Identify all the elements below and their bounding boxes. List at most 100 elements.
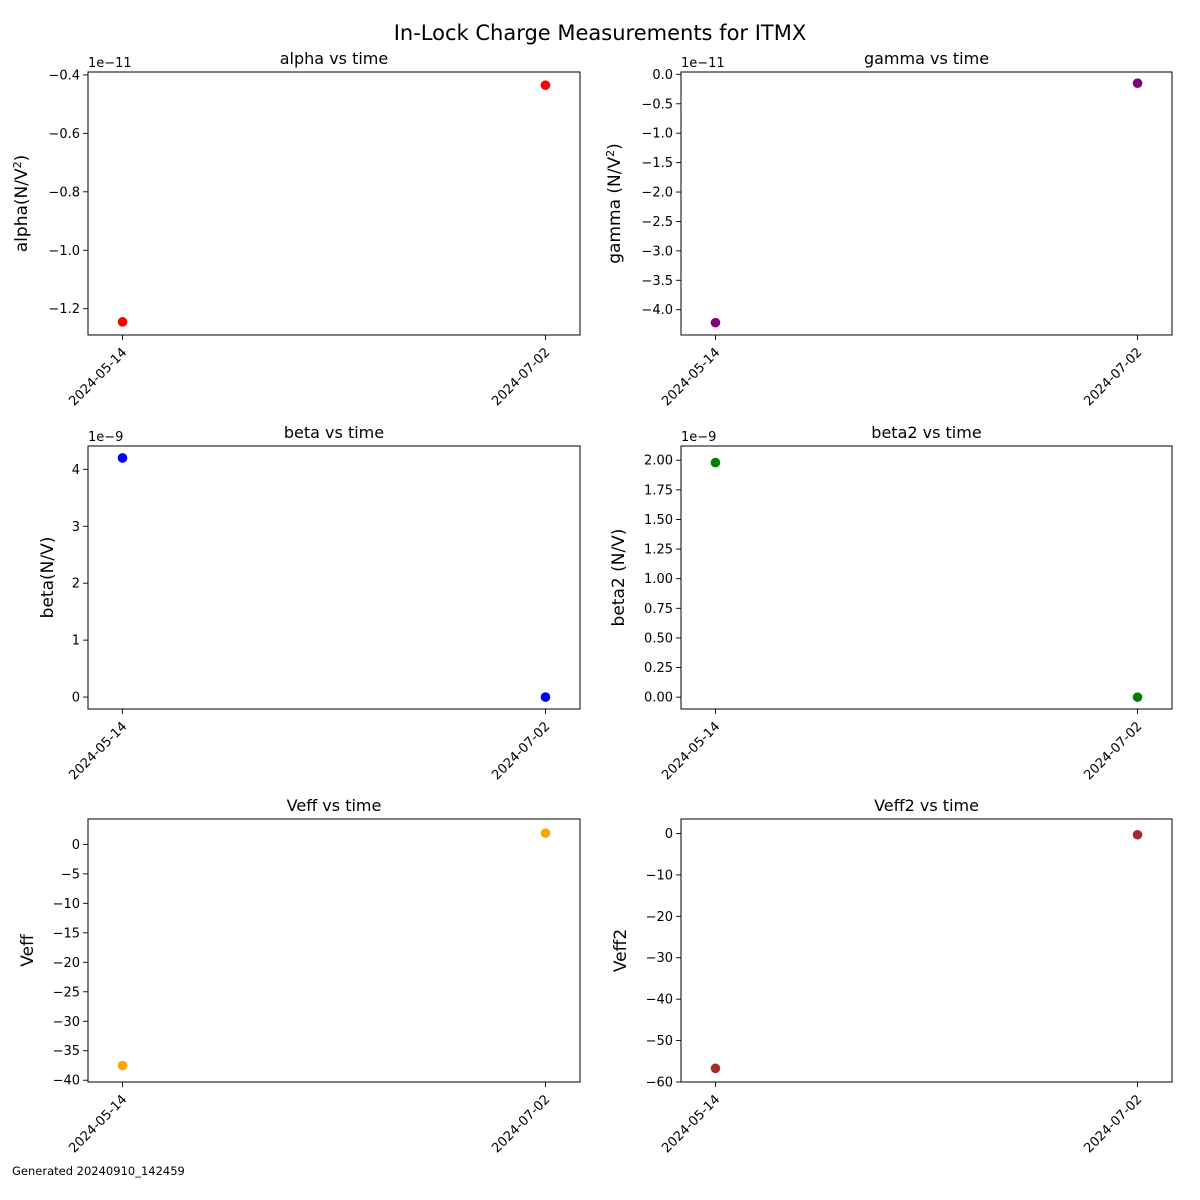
y-axis-label: alpha(N/V2) <box>11 155 33 252</box>
x-tick-label: 2024-07-02 <box>489 345 553 409</box>
x-tick-label: 2024-05-14 <box>66 1092 130 1156</box>
axis-offset-text: 1e−11 <box>88 56 132 71</box>
subplot-3: beta vs time 0 1 2 3 4 1e−9 2024-05-14 2024-07-0… <box>38 423 581 783</box>
data-point <box>540 80 551 90</box>
figure-title: In-Lock Charge Measurements for ITMX <box>394 21 807 45</box>
axes-frame <box>680 818 1173 1083</box>
y-tick-label: −0.4 <box>48 68 80 83</box>
x-tick-label: 2024-07-02 <box>1081 719 1145 783</box>
y-tick-label: 4 <box>72 463 80 478</box>
y-tick-label: −25 <box>53 985 80 1000</box>
y-tick-label: −1.0 <box>48 244 80 259</box>
y-tick-label: −4.0 <box>641 303 673 318</box>
y-tick-label: −40 <box>646 993 673 1008</box>
y-tick-label: −60 <box>646 1076 673 1091</box>
x-tick-label: 2024-07-02 <box>489 1092 553 1156</box>
data-point <box>117 1060 128 1071</box>
y-tick-label: 0 <box>72 838 80 853</box>
x-tick-label: 2024-07-02 <box>489 719 553 783</box>
y-tick-label: −0.6 <box>48 127 80 142</box>
y-tick-label: −1.5 <box>641 156 673 171</box>
y-tick-label: 0.0 <box>652 68 673 83</box>
data-point <box>1132 692 1143 702</box>
y-tick-label: 0 <box>665 827 673 842</box>
x-tick-label: 2024-05-14 <box>659 345 723 409</box>
y-tick-label: −30 <box>646 951 673 966</box>
y-tick-label: 0.25 <box>644 661 673 676</box>
data-point <box>710 317 721 328</box>
subplot-title: gamma vs time <box>864 49 989 68</box>
data-point <box>710 1063 721 1074</box>
y-tick-label: 0.50 <box>644 631 673 646</box>
y-tick-label: 0.75 <box>644 602 673 617</box>
y-tick-label: 1.75 <box>644 483 673 498</box>
data-point <box>540 692 551 702</box>
x-tick-label: 2024-07-02 <box>1081 345 1145 409</box>
y-tick-label: −10 <box>53 897 80 912</box>
subplot-title: alpha vs time <box>280 49 388 68</box>
y-tick-label: −20 <box>646 910 673 925</box>
y-tick-label: 1.00 <box>644 572 673 587</box>
y-tick-label: −2.0 <box>641 186 673 201</box>
data-point <box>117 453 128 463</box>
subplot-6: Veff2 vs time −60 −50 −40 −30 −20 −10 0 2024-05-… <box>611 796 1173 1156</box>
y-tick-label: −3.0 <box>641 244 673 259</box>
y-tick-label: −3.5 <box>641 274 673 289</box>
axes-frame <box>87 818 581 1083</box>
y-axis-label: beta2 (N/V) <box>609 529 629 627</box>
x-tick-label: 2024-07-02 <box>1081 1092 1145 1156</box>
x-tick-label: 2024-05-14 <box>659 1092 723 1156</box>
footer-timestamp: Generated 20240910_142459 <box>12 1164 185 1178</box>
subplot-title: Veff vs time <box>287 796 382 815</box>
y-tick-label: −5 <box>61 867 80 882</box>
y-tick-label: −2.5 <box>641 215 673 230</box>
y-tick-label: 0 <box>72 691 80 706</box>
axes-frame <box>87 445 581 710</box>
y-tick-label: −1.2 <box>48 302 80 317</box>
subplot-1: alpha vs time −1.2 −1.0 −0.8 −0.6 −0.4 1e−11 20… <box>11 49 581 409</box>
y-axis-label: Veff2 <box>611 929 631 972</box>
y-axis-label: gamma (N/V2) <box>604 143 626 264</box>
x-tick-label: 2024-05-14 <box>659 719 723 783</box>
axes-frame <box>680 71 1173 336</box>
axis-offset-text: 1e−9 <box>681 430 716 445</box>
y-tick-label: 1 <box>72 634 80 649</box>
y-tick-label: 0.00 <box>644 691 673 706</box>
subplot-grid: alpha vs time−1.2−1.0−0.8−0.6−0.41e−1120… <box>11 49 1173 1156</box>
subplot-title: Veff2 vs time <box>874 796 979 815</box>
y-axis-label: beta(N/V) <box>38 537 58 619</box>
y-tick-label: 1.25 <box>644 543 673 558</box>
x-tick-label: 2024-05-14 <box>66 345 130 409</box>
y-axis-label: Veff <box>18 933 38 967</box>
y-tick-label: −50 <box>646 1034 673 1049</box>
y-tick-label: −0.8 <box>48 185 80 200</box>
y-tick-label: −1.0 <box>641 127 673 142</box>
y-tick-label: 2.00 <box>644 454 673 469</box>
x-tick-label: 2024-05-14 <box>66 719 130 783</box>
data-point <box>1132 829 1143 840</box>
y-tick-label: −40 <box>53 1074 80 1089</box>
y-tick-label: −35 <box>53 1044 80 1059</box>
data-point <box>710 457 721 468</box>
subplot-title: beta vs time <box>284 423 384 442</box>
subplot-5: Veff vs time −40 −35 −30 −25 −20 −15 −10 −5 0 2024… <box>18 796 581 1156</box>
y-tick-label: 2 <box>72 577 80 592</box>
subplot-4: beta2 vs time 0.00 0.25 0.50 0.75 1.00 1.25 1.5… <box>609 423 1173 783</box>
y-tick-label: −20 <box>53 956 80 971</box>
subplot-title: beta2 vs time <box>871 423 981 442</box>
data-point <box>1132 78 1143 88</box>
y-tick-label: −10 <box>646 868 673 883</box>
data-point <box>117 317 128 327</box>
data-point <box>540 828 551 838</box>
y-tick-label: −0.5 <box>641 97 673 112</box>
y-tick-label: 1.50 <box>644 513 673 528</box>
axis-offset-text: 1e−9 <box>88 430 123 445</box>
y-tick-label: −30 <box>53 1015 80 1030</box>
axis-offset-text: 1e−11 <box>681 56 725 71</box>
y-tick-label: 3 <box>72 520 80 535</box>
y-tick-label: −15 <box>53 926 80 941</box>
subplot-2: gamma vs time −4.0 −3.5 −3.0 −2.5 −2.0 −1.5 −1.… <box>604 49 1173 409</box>
axes-frame <box>680 445 1173 710</box>
axes-frame <box>87 71 581 336</box>
